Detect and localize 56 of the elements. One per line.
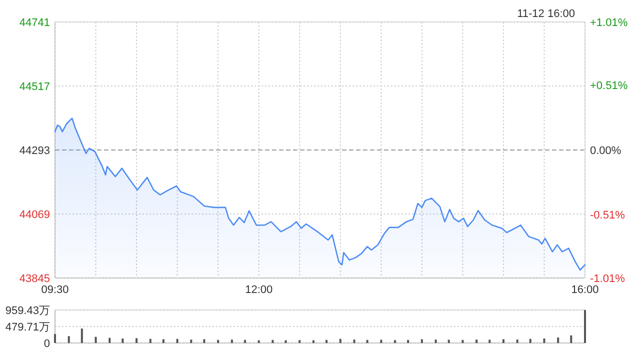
y-tick-label: 44741 bbox=[19, 16, 50, 29]
y2-tick-label: -1.01% bbox=[590, 272, 626, 285]
y-tick-label: 0 bbox=[44, 338, 50, 350]
bar bbox=[476, 340, 478, 343]
bar bbox=[272, 340, 274, 343]
x-tick-label: 09:30 bbox=[41, 284, 69, 296]
bar bbox=[122, 338, 124, 343]
x-tick-label: 12:00 bbox=[245, 284, 273, 296]
bar bbox=[176, 338, 178, 343]
bar bbox=[203, 339, 206, 343]
bar bbox=[339, 338, 342, 343]
bar bbox=[353, 340, 356, 343]
bar bbox=[54, 334, 56, 343]
bar bbox=[557, 337, 560, 343]
y2-tick-label: +0.51% bbox=[590, 80, 628, 92]
bar bbox=[502, 339, 504, 343]
bar bbox=[162, 339, 164, 343]
bar bbox=[94, 336, 97, 343]
bar bbox=[230, 340, 233, 343]
bar bbox=[190, 340, 192, 343]
y2-tick-label: 0.00% bbox=[590, 144, 622, 157]
bar bbox=[312, 340, 314, 343]
bar bbox=[448, 340, 450, 343]
y2-tick-label: +1.01% bbox=[590, 16, 628, 29]
bar bbox=[394, 340, 396, 343]
x-tick-label: 16:00 bbox=[571, 284, 599, 296]
bar bbox=[298, 340, 301, 343]
y-tick-label: 43845 bbox=[19, 272, 50, 285]
bar bbox=[258, 340, 260, 343]
y-tick-label: 959.43万 bbox=[5, 304, 50, 317]
bar bbox=[380, 340, 382, 343]
bar bbox=[149, 338, 152, 343]
text: 11-12 16:00 bbox=[517, 8, 575, 20]
y-tick-label: 479.71万 bbox=[5, 321, 50, 334]
bar bbox=[434, 340, 437, 343]
bar bbox=[108, 338, 111, 343]
bar bbox=[516, 340, 518, 343]
bar bbox=[488, 340, 491, 343]
y2-tick-label: -0.51% bbox=[590, 209, 626, 222]
bar bbox=[407, 340, 410, 343]
bar bbox=[68, 336, 70, 343]
bar bbox=[366, 340, 368, 343]
y-tick-label: 44293 bbox=[19, 144, 50, 157]
bar bbox=[284, 340, 287, 343]
bar bbox=[217, 340, 220, 343]
bar bbox=[462, 340, 464, 343]
bar bbox=[244, 340, 246, 343]
bar bbox=[570, 335, 572, 343]
bar bbox=[80, 328, 83, 343]
bar bbox=[136, 338, 138, 343]
bar bbox=[420, 339, 423, 343]
bar bbox=[529, 338, 532, 343]
bar bbox=[326, 340, 328, 343]
y-tick-label: 44069 bbox=[19, 208, 50, 221]
bar bbox=[543, 338, 546, 343]
y-tick-label: 44517 bbox=[19, 80, 50, 93]
